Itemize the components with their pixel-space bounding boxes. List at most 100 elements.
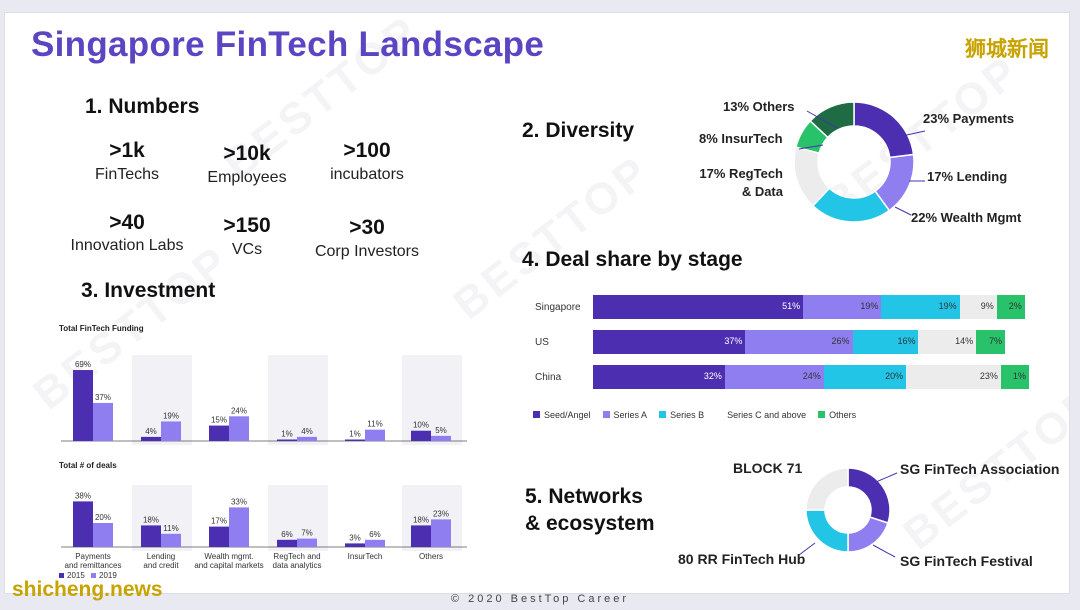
bar-label: 10% bbox=[413, 421, 429, 430]
numbers-heading: 1. Numbers bbox=[85, 95, 200, 118]
category-label: data analytics bbox=[273, 561, 322, 570]
networks-label-80rr: 80 RR FinTech Hub bbox=[678, 551, 806, 567]
diversity-leaders bbox=[798, 110, 926, 216]
bar bbox=[297, 538, 317, 547]
deal-row: 51% 19% 19% 9% 2% bbox=[593, 295, 1025, 319]
legend-label: Series C and above bbox=[727, 409, 807, 420]
bar bbox=[411, 525, 431, 547]
bar-label: 20% bbox=[95, 513, 111, 522]
legend-swatch bbox=[818, 411, 826, 418]
bar bbox=[161, 533, 181, 547]
legend-swatch bbox=[602, 411, 610, 418]
stat-value: >150 bbox=[223, 214, 271, 237]
bar-label: 5% bbox=[435, 426, 447, 435]
diversity-label-others: 13% Others bbox=[723, 99, 795, 114]
slide: BESTTOP BESTTOP BESTTOP BESTTOP BESTTOP … bbox=[4, 12, 1070, 594]
stat-value: >40 bbox=[109, 211, 145, 234]
legend-swatch bbox=[533, 411, 540, 418]
bar-label: 18% bbox=[143, 515, 159, 524]
stat-value: >30 bbox=[349, 216, 385, 239]
stat-label: Employees bbox=[207, 169, 287, 186]
bar-label: 6% bbox=[281, 530, 293, 539]
bar bbox=[297, 436, 317, 441]
bar-label: 1% bbox=[281, 430, 293, 439]
deal-segment: 14% bbox=[918, 330, 977, 354]
bar bbox=[141, 436, 161, 441]
deal-segment: 26% bbox=[745, 330, 853, 354]
bar-label: 3% bbox=[349, 533, 361, 542]
legend-swatch bbox=[659, 411, 667, 418]
legend-label: Series A bbox=[613, 409, 648, 420]
group-band bbox=[402, 355, 462, 445]
bar bbox=[365, 539, 385, 547]
brand-logo-en: shicheng.news bbox=[12, 578, 163, 601]
bar-label: 23% bbox=[433, 509, 449, 518]
bar bbox=[93, 402, 113, 441]
diversity-label-insurtech: 8% InsurTech bbox=[699, 131, 783, 146]
investment-heading: 3. Investment bbox=[81, 279, 216, 302]
deals-title: Total # of deals bbox=[59, 461, 117, 470]
bar-label: 24% bbox=[231, 406, 247, 415]
deal-segment: 23% bbox=[906, 365, 1001, 389]
investment-legend: 2015 2019 bbox=[59, 571, 117, 580]
deal-row-label: Singapore bbox=[535, 302, 581, 313]
deal-segment: 24% bbox=[724, 365, 824, 389]
category-label: Wealth mgmt. bbox=[204, 552, 253, 561]
diversity-label-payments: 23% Payments bbox=[923, 111, 1015, 126]
bar-label: 69% bbox=[75, 360, 91, 369]
networks-heading: 5. Networks bbox=[525, 485, 643, 508]
bar bbox=[229, 507, 249, 547]
legend-item: Others bbox=[818, 410, 856, 420]
bar-label: 19% bbox=[163, 411, 179, 420]
networks-leaders bbox=[798, 472, 898, 558]
legend-swatch-2015 bbox=[59, 573, 64, 578]
category-label: RegTech and bbox=[273, 552, 320, 561]
bar bbox=[209, 526, 229, 547]
category-label: Payments bbox=[75, 552, 111, 561]
stat-value: >10k bbox=[223, 142, 271, 165]
deal-segment: 19% bbox=[881, 295, 960, 319]
legend-item: Series C and above bbox=[716, 410, 806, 420]
stat-label: Corp Investors bbox=[314, 243, 420, 260]
stat-value: >100 bbox=[343, 139, 391, 162]
bar bbox=[229, 416, 249, 441]
deal-segment: 16% bbox=[852, 330, 919, 354]
category-label: and remittances bbox=[65, 561, 122, 570]
bar bbox=[141, 525, 161, 547]
bar bbox=[277, 539, 297, 547]
deal-row: 32% 24% 20% 23% 1% bbox=[593, 365, 1029, 389]
bar bbox=[431, 435, 451, 441]
bar bbox=[73, 370, 93, 441]
legend-item: Seed/Angel bbox=[533, 410, 591, 420]
diversity-heading: 2. Diversity bbox=[522, 119, 635, 142]
deal-row-label: China bbox=[535, 372, 562, 383]
brand-logo-cn: 狮城新闻 bbox=[965, 38, 1049, 61]
legend-item: Series A bbox=[602, 409, 648, 420]
bar-label: 15% bbox=[211, 416, 227, 425]
legend-2019: 2019 bbox=[99, 571, 117, 580]
bar-label: 4% bbox=[301, 427, 313, 436]
bar-label: 17% bbox=[211, 517, 227, 526]
deal-segment: 2% bbox=[996, 295, 1025, 319]
category-label: and credit bbox=[143, 561, 179, 570]
group-band bbox=[268, 355, 328, 445]
bar bbox=[345, 543, 365, 547]
deal-segment: 20% bbox=[823, 365, 907, 389]
funding-title: Total FinTech Funding bbox=[59, 324, 144, 333]
bar-label: 33% bbox=[231, 497, 247, 506]
bar bbox=[277, 439, 297, 441]
stat-label: FinTechs bbox=[94, 166, 160, 183]
deal-row-label: US bbox=[535, 337, 549, 348]
bar-label: 7% bbox=[301, 529, 313, 538]
bar-label: 18% bbox=[413, 515, 429, 524]
deal-segment: 32% bbox=[593, 365, 725, 389]
category-label: and capital markets bbox=[194, 561, 263, 570]
bar bbox=[345, 439, 365, 441]
deal-segment: 19% bbox=[803, 295, 882, 319]
stat-label: VCs bbox=[231, 241, 263, 258]
networks-heading-2: & ecosystem bbox=[525, 512, 655, 535]
deal-segment: 1% bbox=[1000, 365, 1029, 389]
deal-segment: 7% bbox=[976, 330, 1005, 354]
diversity-donut bbox=[793, 101, 915, 223]
legend-swatch-2019 bbox=[91, 573, 96, 578]
